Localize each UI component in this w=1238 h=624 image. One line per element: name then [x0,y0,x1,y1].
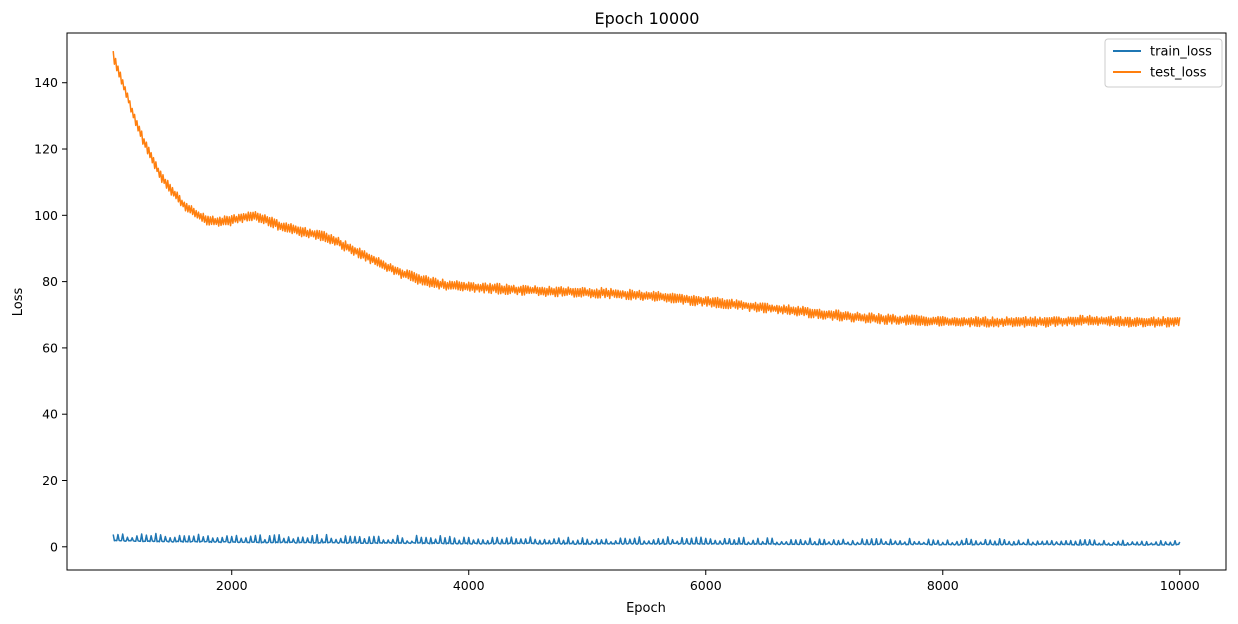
legend-label-train-loss: train_loss [1150,45,1212,60]
y-tick-label: 120 [34,142,58,157]
plot-frame [66,32,1227,571]
x-tick-label: 8000 [927,578,959,593]
y-tick-label: 40 [42,407,58,422]
y-axis: 0 20 40 60 80 100 120 140 [34,75,67,554]
y-tick-label: 60 [42,340,58,355]
y-axis-label: Loss [11,288,26,317]
x-axis: 2000 4000 6000 8000 10000 [216,570,1200,593]
x-tick-label: 10000 [1160,578,1200,593]
y-tick-label: 100 [34,208,58,223]
legend: train_loss test_loss [1104,38,1223,88]
x-tick-label: 2000 [216,578,248,593]
x-axis-label: Epoch [626,601,666,616]
x-tick-label: 6000 [690,578,722,593]
y-tick-label: 0 [50,539,58,554]
y-tick-label: 140 [34,75,58,90]
x-tick-label: 4000 [453,578,485,593]
y-tick-label: 80 [42,274,58,289]
plot-area [112,51,1181,546]
series-line-test-loss [112,51,1181,328]
legend-label-test-loss: test_loss [1150,66,1207,81]
chart-title: Epoch 10000 [595,9,700,28]
y-tick-label: 20 [42,473,58,488]
series-line-train-loss [112,532,1181,546]
